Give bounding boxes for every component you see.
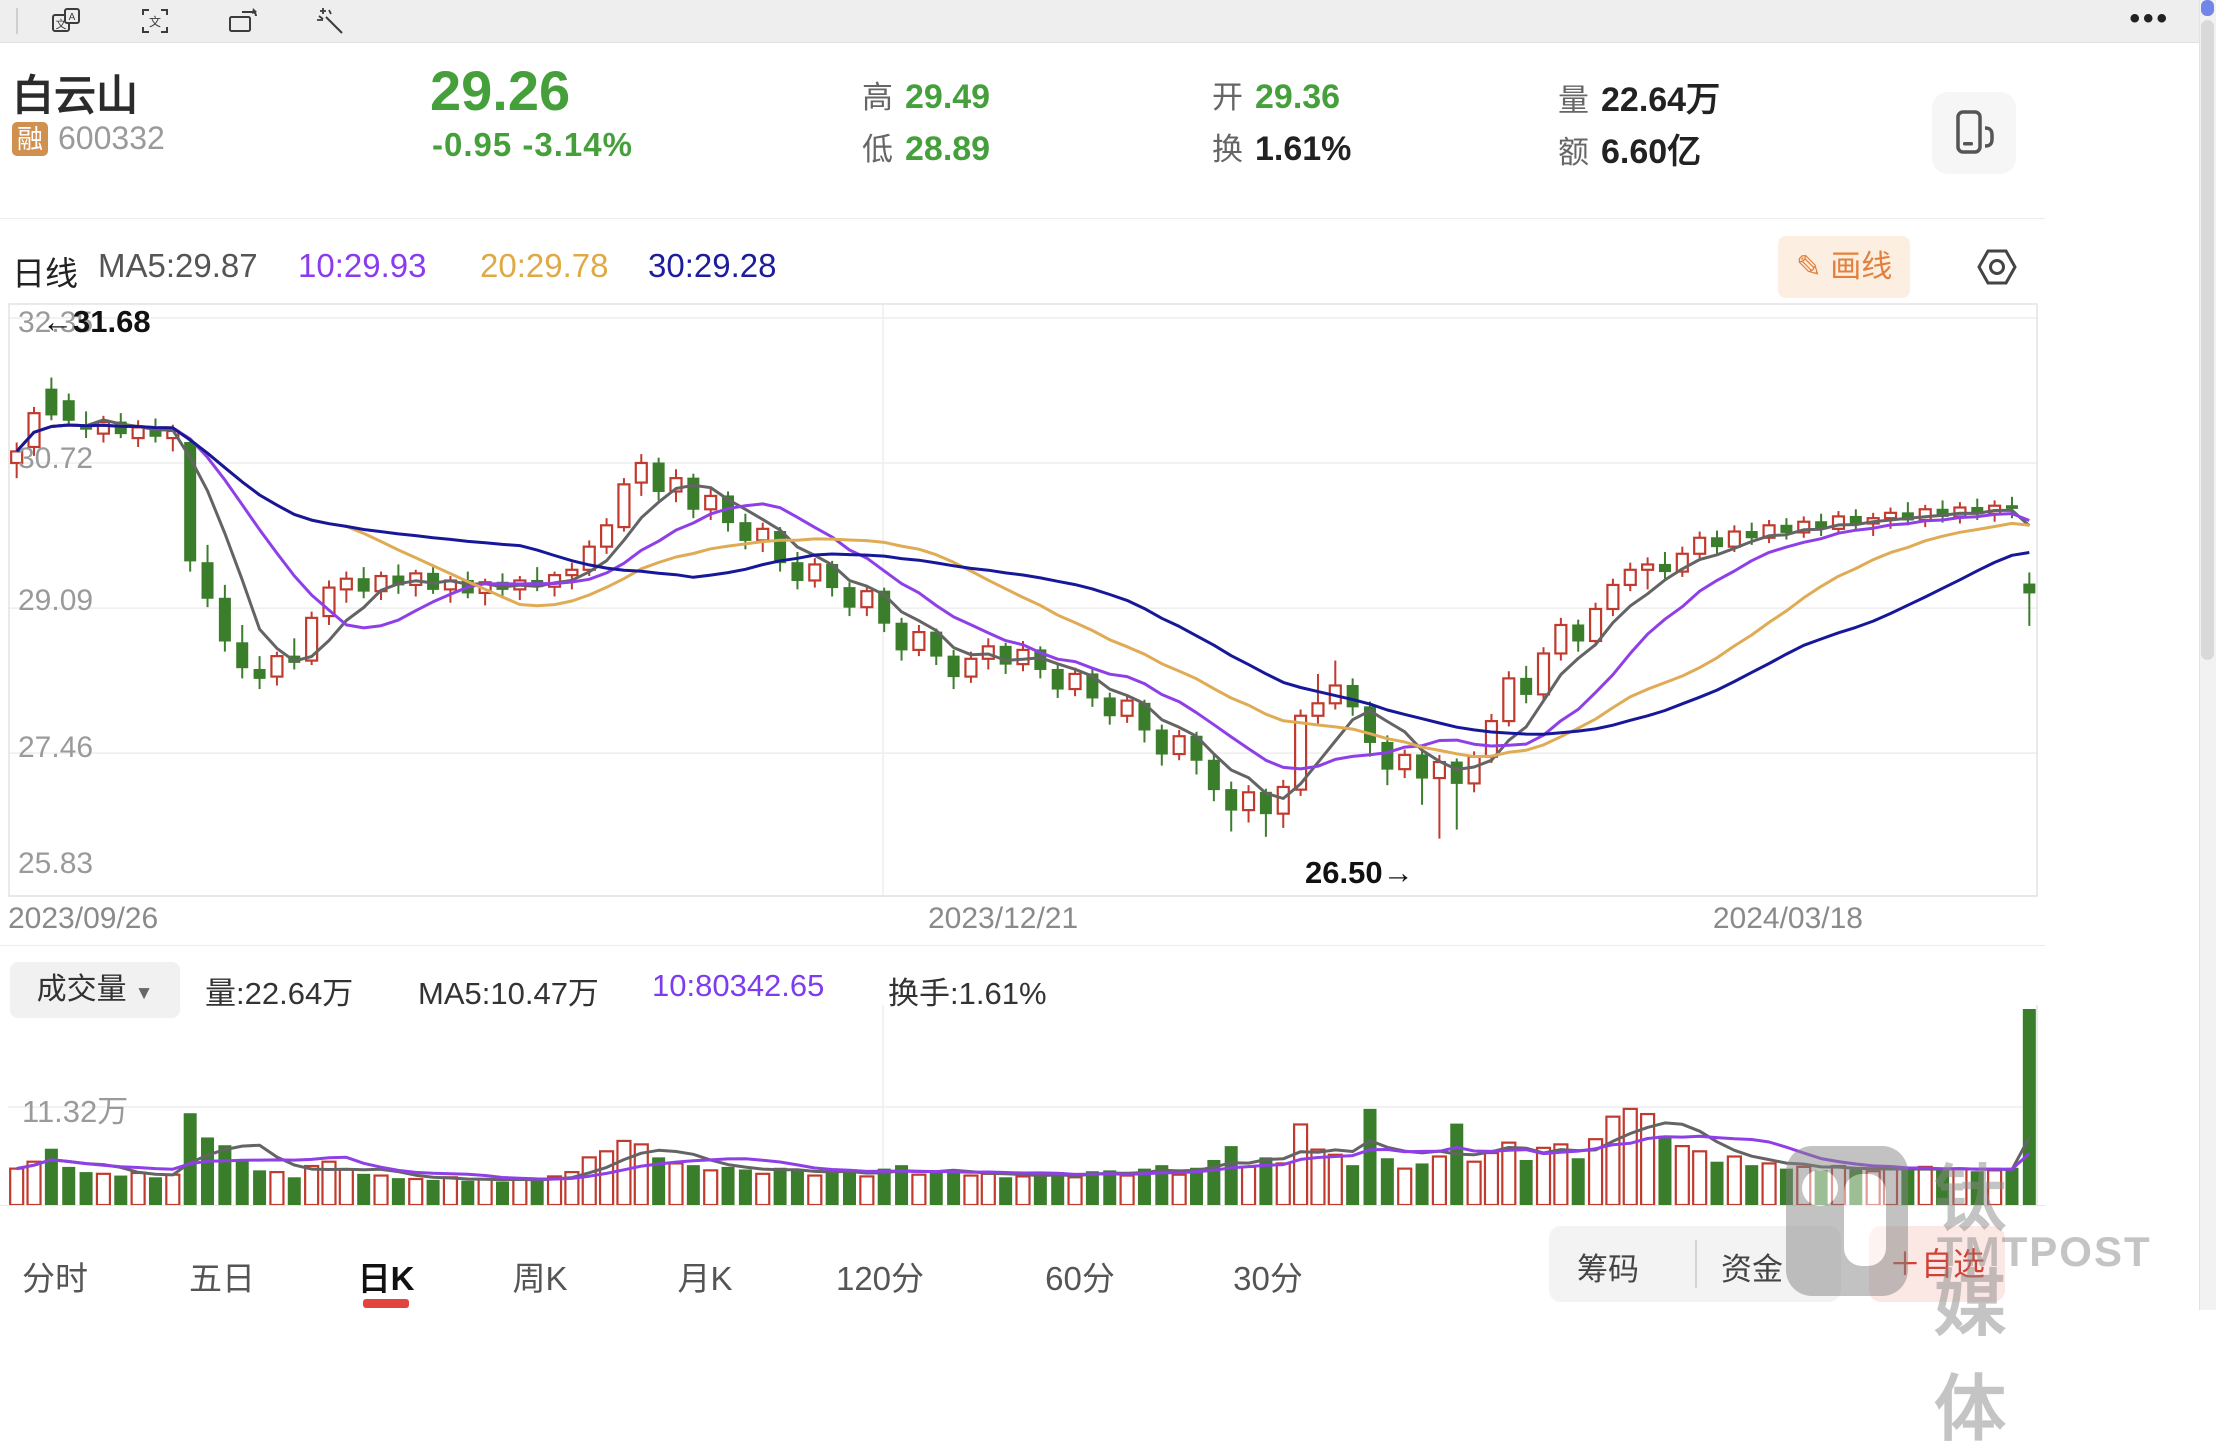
stat-volume-value: 22.64万 (1601, 81, 1721, 119)
stat-amount: 额 6.60亿 (1558, 124, 1701, 173)
tmtpost-logo-icon (1786, 1146, 1908, 1296)
watermark-en-text: TMTPOST (1937, 1228, 2152, 1275)
volume-selector-label: 成交量 (36, 973, 127, 1006)
tab-monthly-k[interactable]: 月K (677, 1260, 733, 1297)
volume-chart[interactable] (8, 1005, 2038, 1205)
candlestick-chart[interactable] (8, 303, 2038, 897)
y-tick-2: 29.09 (18, 584, 94, 617)
y-tick-4: 25.83 (18, 847, 94, 880)
y-tick-3: 27.46 (18, 731, 94, 764)
chevron-down-icon: ▼ (134, 983, 154, 1004)
magic-wand-icon[interactable] (316, 7, 346, 35)
tab-weekly-k[interactable]: 周K (512, 1260, 568, 1297)
high-annotation: ←31.68 (42, 304, 151, 339)
tab-60min[interactable]: 60分 (1045, 1260, 1115, 1297)
volume-axis-label: 11.32万 (22, 1094, 129, 1129)
margin-badge: 融 (12, 122, 48, 156)
stat-low: 低 28.89 (862, 124, 990, 169)
x-tick-end: 2024/03/18 (1712, 902, 1863, 935)
stat-volume-label: 量 (1558, 83, 1589, 118)
rotate-icon[interactable] (228, 7, 258, 35)
stat-low-value: 28.89 (905, 130, 991, 168)
stat-volume: 量 22.64万 (1558, 72, 1720, 121)
period-label[interactable]: 日线 (12, 255, 78, 292)
x-tick-mid: 2023/12/21 (928, 902, 1079, 935)
stat-amount-label: 额 (1558, 135, 1589, 170)
stock-name: 白云山 (12, 72, 139, 119)
settings-gear-icon[interactable] (1974, 244, 2020, 290)
stat-turnover-value: 1.61% (1255, 130, 1352, 168)
ma20-value: 20:29.78 (480, 247, 609, 284)
stat-turnover: 换 1.61% (1212, 124, 1351, 169)
scrollbar-track[interactable] (2199, 0, 2216, 1310)
volume-indicator-selector[interactable]: 成交量 ▼ (10, 962, 180, 1018)
tab-minute[interactable]: 分时 (22, 1260, 88, 1297)
x-axis-dates: 2023/09/26 2023/12/21 2024/03/18 (0, 902, 2045, 938)
scrollbar-accent (2201, 0, 2214, 16)
section-divider (0, 945, 2045, 946)
header-divider (0, 218, 2045, 219)
y-tick-0: 32.35 (18, 306, 94, 339)
tab-five-day[interactable]: 五日 (189, 1260, 255, 1297)
chips-button[interactable]: 筹码 (1577, 1252, 1639, 1287)
ma5-value: MA5:29.87 (98, 247, 258, 284)
svg-text:A: A (69, 12, 76, 23)
stock-code: 600332 (58, 120, 165, 156)
price-change: -0.95 -3.14% (432, 126, 633, 163)
pencil-icon: ✎ (1795, 249, 1822, 284)
y-tick-1: 30.72 (18, 442, 94, 475)
ocr-scan-icon[interactable]: 文 (140, 7, 170, 35)
stat-high-label: 高 (862, 80, 893, 115)
scrollbar-thumb[interactable] (2201, 20, 2214, 660)
stat-high: 高 29.49 (862, 72, 990, 117)
stat-open-value: 29.36 (1255, 78, 1341, 116)
last-price: 29.26 (430, 59, 571, 122)
funds-button[interactable]: 资金 (1721, 1252, 1783, 1287)
svg-text:文: 文 (56, 17, 67, 31)
stat-high-value: 29.49 (905, 78, 991, 116)
stat-turnover-label: 换 (1212, 132, 1243, 167)
draw-line-button[interactable]: ✎ 画线 (1778, 236, 1910, 298)
draw-line-label: 画线 (1830, 249, 1893, 284)
active-tab-indicator (363, 1299, 409, 1308)
tab-120min[interactable]: 120分 (835, 1260, 925, 1297)
pill-divider (1695, 1240, 1697, 1288)
volume-bottom-border (0, 1205, 2045, 1206)
x-tick-start: 2023/09/26 (8, 902, 159, 935)
volume-ma10: 10:80342.65 (652, 968, 825, 1003)
landscape-mode-button[interactable] (1932, 92, 2016, 174)
volume-ma5: MA5:10.47万 (418, 976, 599, 1011)
watermark-cn-text: 钛媒体 (1934, 1160, 2007, 1450)
more-menu-button[interactable]: ••• (2129, 2, 2170, 35)
stat-low-label: 低 (862, 132, 893, 167)
toolbar-divider (16, 8, 18, 34)
stat-amount-value: 6.60亿 (1601, 133, 1702, 171)
ma30-value: 30:29.28 (648, 247, 777, 284)
stat-open-label: 开 (1212, 80, 1243, 115)
tab-daily-k[interactable]: 日K (357, 1260, 415, 1297)
volume-value: 量:22.64万 (205, 976, 354, 1011)
stat-open: 开 29.36 (1212, 72, 1340, 117)
tab-30min[interactable]: 30分 (1233, 1260, 1303, 1297)
turnover-rate: 换手:1.61% (888, 976, 1047, 1011)
ma10-value: 10:29.93 (298, 247, 427, 284)
low-annotation: 26.50→ (1305, 855, 1414, 890)
svg-text:文: 文 (149, 14, 161, 29)
phone-rotate-icon (1956, 110, 1994, 154)
